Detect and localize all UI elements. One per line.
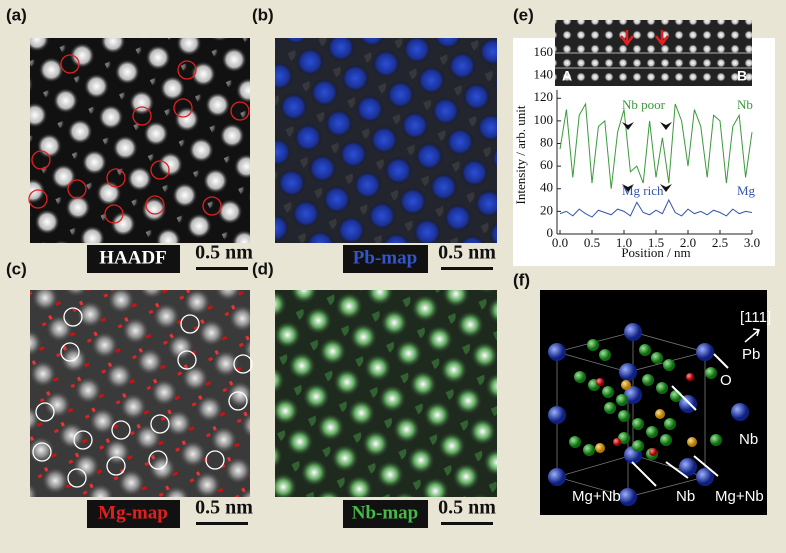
inset-label: A [562,68,572,84]
atom-label: Nb [676,488,695,505]
y-tick-label: 60 [540,157,553,172]
atom-label: Mg+Nb [715,488,764,505]
y-tick-label: 160 [534,44,554,59]
legend-label: Mg [737,183,756,198]
panel-label: (a) [6,5,27,24]
panel-label: (c) [6,259,27,278]
y-tick-label: 120 [534,89,554,104]
inset-label: B [737,68,747,84]
scale-bar [441,267,493,270]
panel-label: (e) [513,5,534,24]
scale-bar [196,522,248,525]
figure: (a) (b) (c) (d) (e) (f) HAADF Pb-map Mg-… [0,0,786,548]
scale-bar [196,267,248,270]
nb-map-image [275,290,497,497]
panel-label: (b) [252,5,274,24]
y-axis-label: Intensity / arb. unit [513,105,528,204]
y-tick-label: 140 [534,67,554,82]
atom-label: Mg+Nb [572,488,621,505]
scale-label: 0.5 nm [438,242,496,264]
atom-label: Nb [739,431,758,448]
tag: Pb-map [353,247,417,268]
direction-label: [111] [740,309,771,326]
atom-label: O [720,372,732,389]
x-tick-label: 2.5 [712,235,728,250]
atom-label: Pb [742,346,760,363]
scale-label: 0.5 nm [195,497,253,519]
panel-label: (f) [513,270,530,289]
legend-label: Nb [737,97,753,112]
annotation: Nb poor [622,97,666,112]
tag: Nb-map [352,502,419,523]
scale-bar [441,522,493,525]
y-tick-label: 100 [534,112,554,127]
x-axis-label: Position / nm [621,245,690,260]
x-tick-label: 0.5 [584,235,600,250]
y-tick-label: 80 [540,134,553,149]
pb-map-image [275,38,497,243]
tag: Mg-map [98,502,168,523]
scale-label: 0.5 nm [438,497,496,519]
panel-label: (d) [252,259,274,278]
y-tick-label: 20 [540,202,553,217]
mg-map-image [30,290,250,497]
tag: HAADF [99,247,167,268]
crystal-model [540,290,767,515]
x-tick-label: 3.0 [744,235,760,250]
y-tick-label: 40 [540,180,553,195]
x-tick-label: 0.0 [552,235,568,250]
scale-label: 0.5 nm [195,242,253,264]
